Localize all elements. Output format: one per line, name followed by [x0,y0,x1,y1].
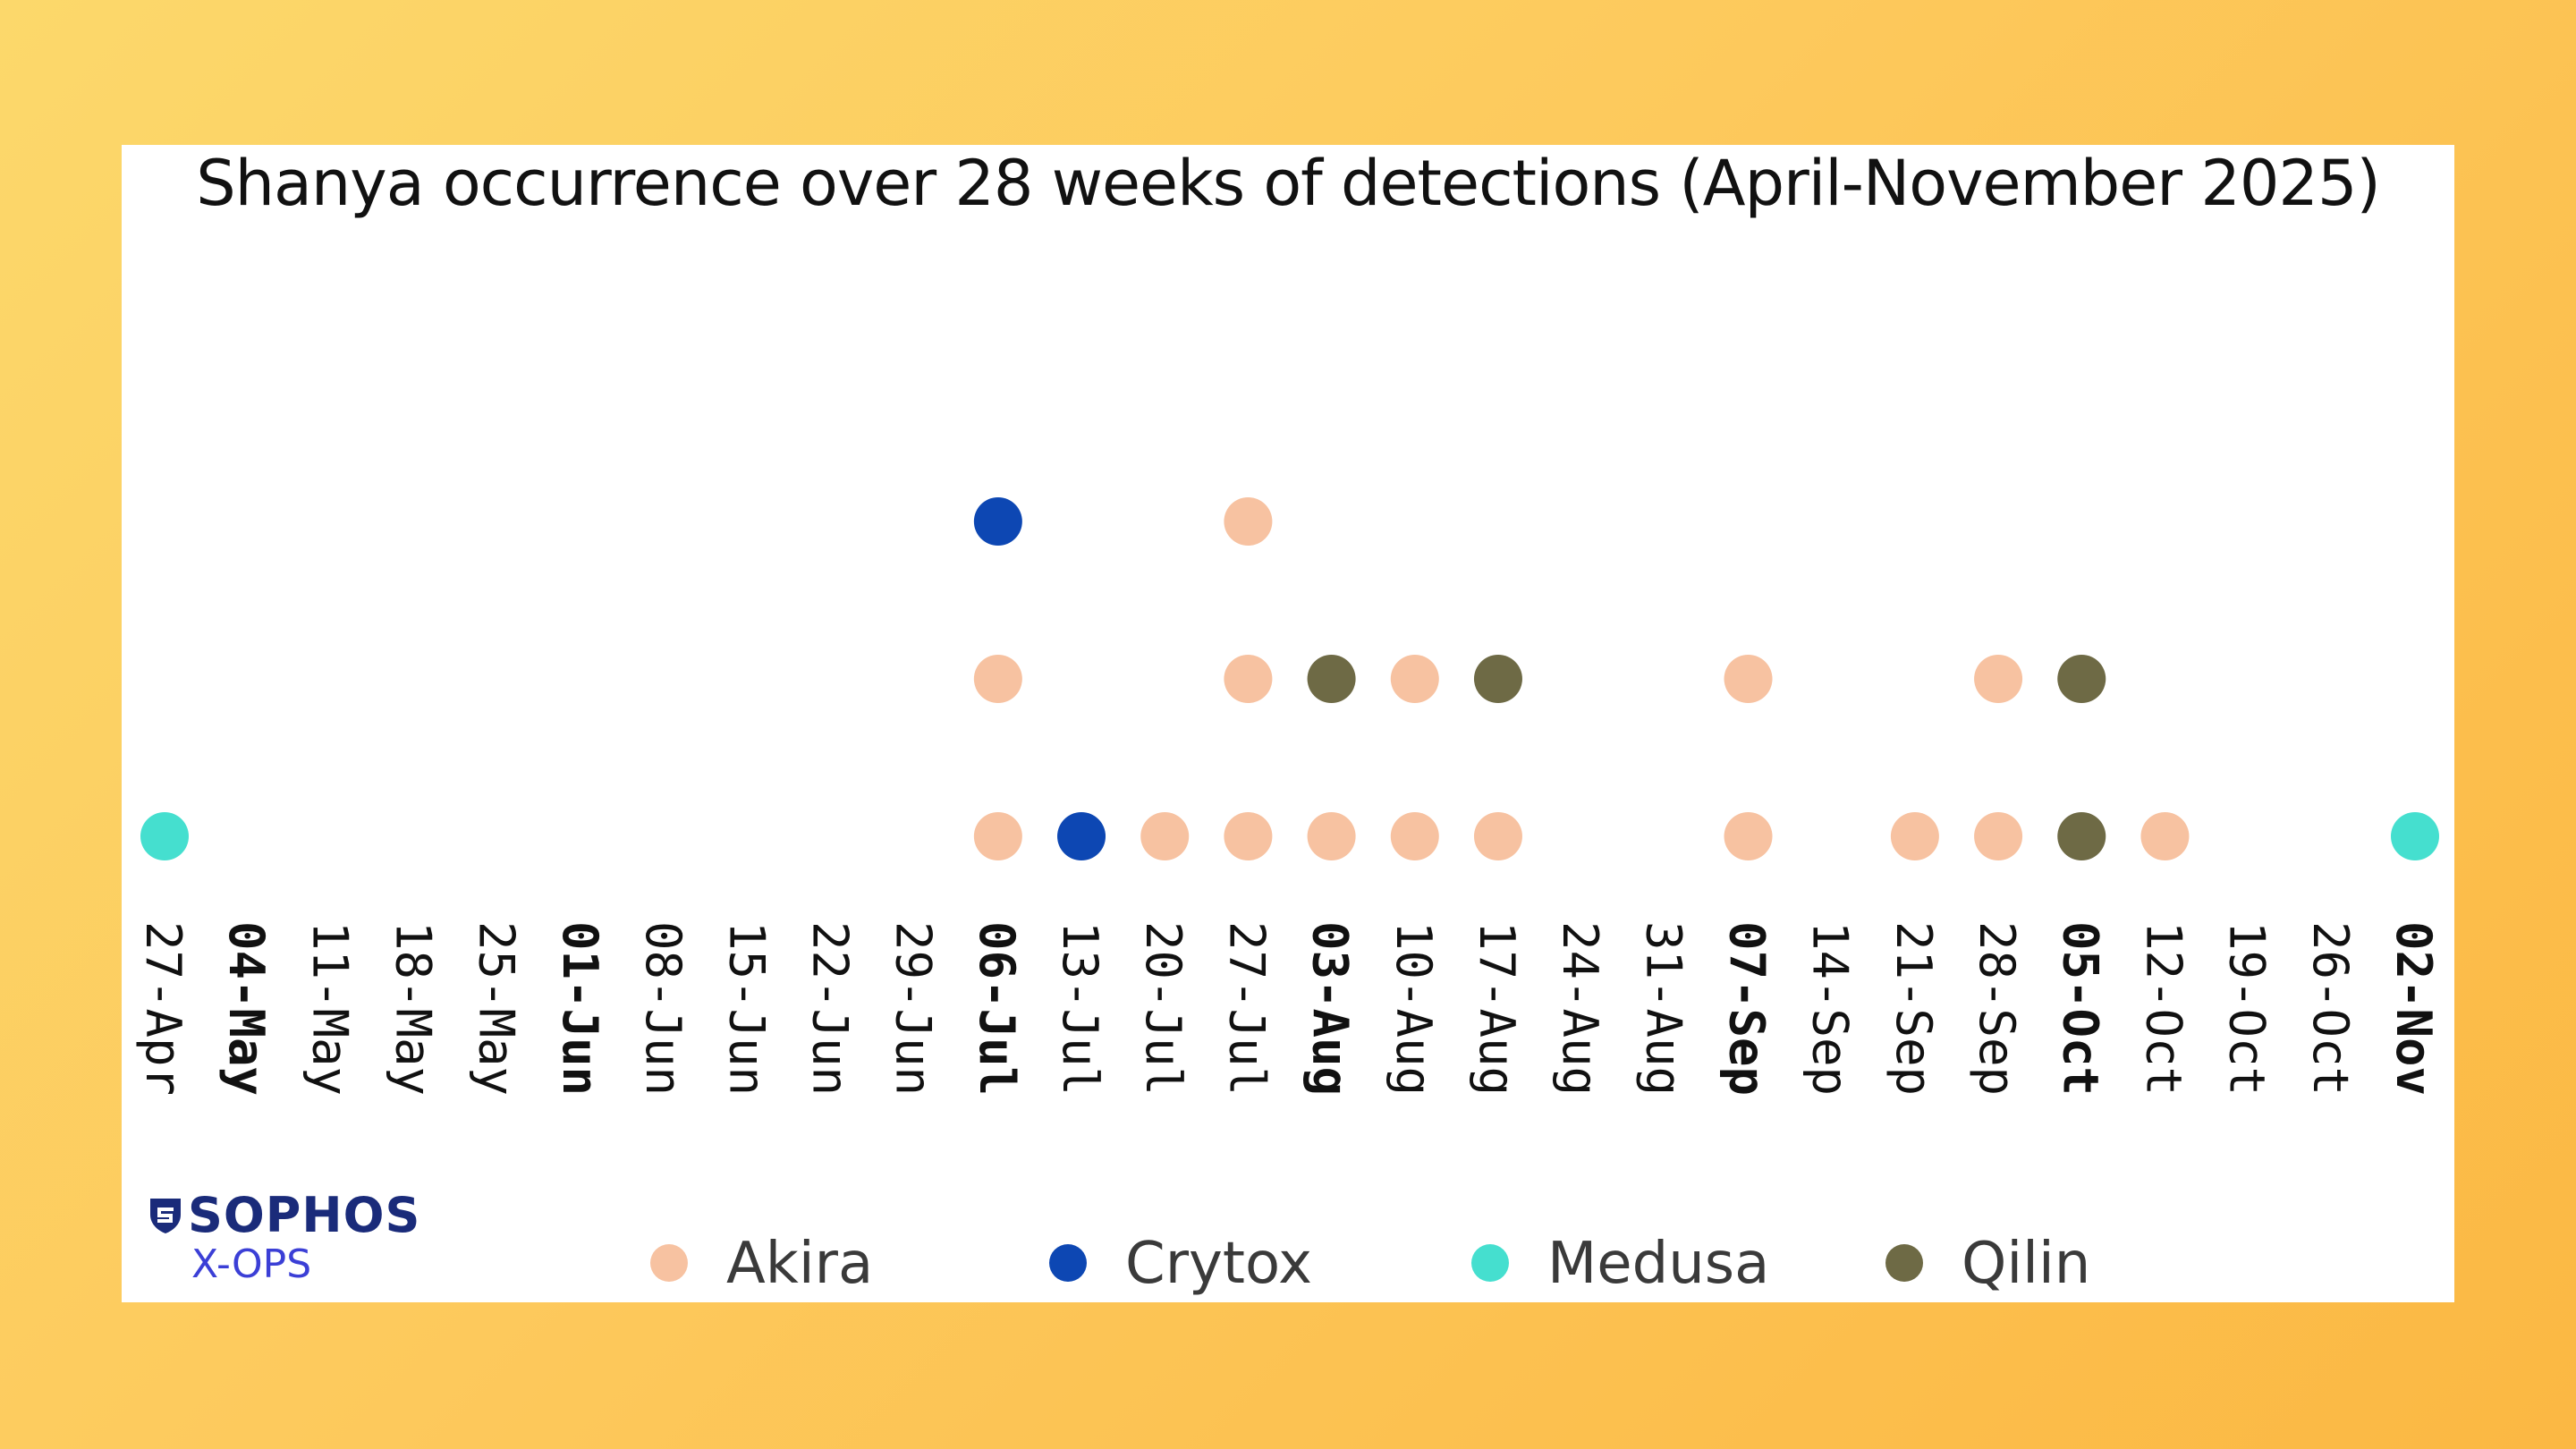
tick-label-15-jun: 15-Jun [718,921,775,1096]
sophos-xops-logo: SOPHOS X-OPS [148,1191,453,1290]
legend-item-qilin: Qilin [1885,1231,2090,1297]
point-akira-12-oct-1 [2140,812,2190,860]
tick-label-14-sep: 14-Sep [1802,921,1859,1096]
tick-label-24-aug: 24-Aug [1552,921,1608,1096]
point-medusa-02-nov-1 [2391,812,2439,860]
legend-label-akira: Akira [726,1231,873,1297]
point-akira-03-aug-1 [1307,812,1356,860]
tick-label-17-aug: 17-Aug [1469,921,1525,1096]
tick-label-06-jul: 06-Jul [969,921,1025,1096]
point-akira-17-aug-1 [1473,812,1522,860]
tick-label-03-aug: 03-Aug [1302,921,1359,1096]
point-akira-28-sep-2 [1974,655,2023,703]
point-akira-06-jul-1 [973,812,1022,860]
tick-label-12-oct: 12-Oct [2135,921,2191,1096]
legend: Akira Crytox Medusa Qilin [650,1231,2090,1297]
tick-label-31-aug: 31-Aug [1635,921,1691,1096]
point-akira-21-sep-1 [1890,812,1939,860]
tick-label-25-may: 25-May [469,921,525,1096]
legend-marker-medusa [1471,1244,1509,1282]
x-axis-tick-labels: 27-Apr 04-May 11-May 18-May 25-May 01-Jun 08-J… [135,921,2442,1096]
legend-marker-crytox [1049,1244,1087,1282]
tick-label-04-may: 04-May [218,921,275,1096]
legend-marker-qilin [1885,1244,1923,1282]
tick-label-05-oct: 05-Oct [2052,921,2108,1096]
point-akira-07-sep-1 [1724,812,1773,860]
point-akira-06-jul-2 [973,655,1022,703]
point-akira-07-sep-2 [1724,655,1773,703]
point-akira-28-sep-1 [1974,812,2023,860]
tick-label-20-jul: 20-Jul [1135,921,1191,1096]
tick-label-18-may: 18-May [386,921,442,1096]
legend-label-medusa: Medusa [1547,1231,1769,1297]
brand-subtitle: X-OPS [191,1241,312,1287]
legend-label-crytox: Crytox [1125,1231,1312,1297]
point-akira-10-aug-1 [1390,812,1439,860]
tick-label-29-jun: 29-Jun [886,921,942,1096]
legend-item-crytox: Crytox [1049,1231,1312,1297]
point-qilin-05-oct-1 [2057,812,2106,860]
tick-label-08-jun: 08-Jun [635,921,691,1096]
point-crytox-13-jul-1 [1057,812,1106,860]
tick-label-11-may: 11-May [301,921,358,1096]
point-akira-10-aug-2 [1390,655,1439,703]
point-akira-27-jul-1 [1224,812,1273,860]
shield-icon [150,1199,181,1233]
point-qilin-03-aug-2 [1307,655,1356,703]
point-qilin-05-oct-2 [2057,655,2106,703]
legend-marker-akira [650,1244,688,1282]
tick-label-27-apr: 27-Apr [135,921,191,1096]
tick-label-02-nov: 02-Nov [2385,921,2442,1096]
chart-title: Shanya occurrence over 28 weeks of detec… [196,147,2381,220]
brand-name: SOPHOS [188,1187,421,1243]
tick-label-07-sep: 07-Sep [1719,921,1775,1096]
tick-label-22-jun: 22-Jun [801,921,858,1096]
point-crytox-06-jul-3 [973,497,1022,546]
point-medusa-27-apr-1 [140,812,189,860]
chart-card: Shanya occurrence over 28 weeks of detec… [122,145,2454,1302]
tick-label-27-jul: 27-Jul [1218,921,1275,1096]
legend-item-medusa: Medusa [1471,1231,1769,1297]
point-akira-27-jul-3 [1224,497,1273,546]
point-qilin-17-aug-2 [1473,655,1522,703]
tick-label-01-jun: 01-Jun [552,921,608,1096]
point-akira-27-jul-2 [1224,655,1273,703]
tick-label-28-sep: 28-Sep [1969,921,2025,1096]
legend-label-qilin: Qilin [1962,1231,2090,1297]
tick-label-10-aug: 10-Aug [1385,921,1442,1096]
tick-label-13-jul: 13-Jul [1052,921,1108,1096]
point-akira-20-jul-1 [1140,812,1190,860]
tick-label-26-oct: 26-Oct [2302,921,2359,1096]
data-points [140,497,2439,860]
scatter-plot: 27-Apr 04-May 11-May 18-May 25-May 01-Jun 08-J… [135,497,2442,1297]
legend-item-akira: Akira [650,1231,873,1297]
tick-label-19-oct: 19-Oct [2219,921,2275,1096]
tick-label-21-sep: 21-Sep [1885,921,1942,1096]
